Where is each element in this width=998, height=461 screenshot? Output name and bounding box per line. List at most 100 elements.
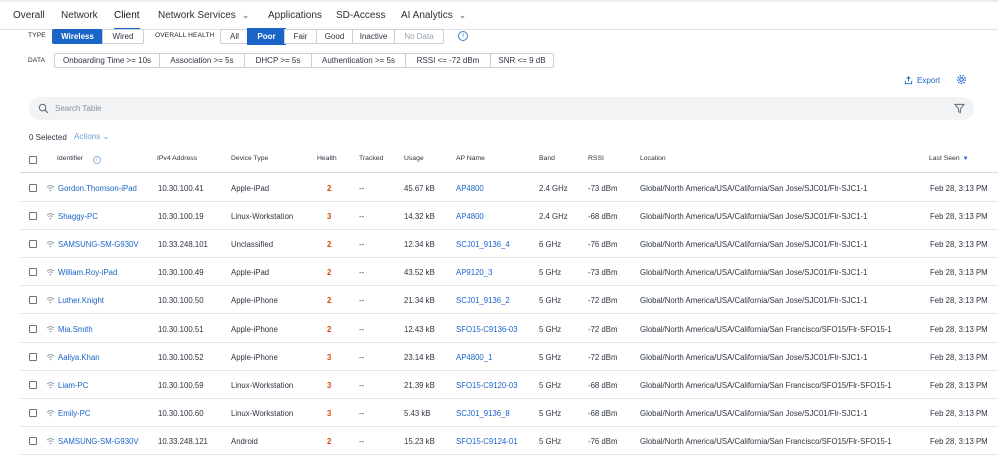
ap-name-link[interactable]: SCJ01_9136_2: [456, 296, 510, 306]
table-row[interactable]: Aaliya.Khan 10.30.100.52 Apple-iPhone 3 -- 23…: [0, 343, 998, 371]
row-checkbox[interactable]: [29, 240, 37, 249]
tab-client[interactable]: Client: [114, 10, 140, 30]
tab-overall[interactable]: Overall: [13, 10, 45, 21]
last-seen-cell: Feb 28, 3:13 PM: [930, 324, 988, 334]
table-row[interactable]: SAMSUNG-SM-G930V 10.33.248.121 Android 2 -- 1…: [0, 427, 998, 455]
health-fair-button[interactable]: Fair: [284, 29, 317, 44]
location-cell: Global/North America/USA/California/San …: [640, 324, 892, 334]
select-all-checkbox[interactable]: [29, 156, 37, 164]
ap-name-link[interactable]: AP4800: [456, 184, 484, 193]
health-poor-button[interactable]: Poor: [248, 29, 285, 44]
data-authentication-button[interactable]: Authentication >= 5s: [311, 53, 406, 68]
column-header-health[interactable]: Health: [317, 155, 337, 162]
identifier-link[interactable]: SAMSUNG-SM-G930V: [58, 436, 139, 446]
row-checkbox[interactable]: [29, 324, 37, 333]
row-checkbox[interactable]: [29, 408, 37, 417]
type-wireless-button[interactable]: Wireless: [52, 29, 103, 44]
selected-count: 0 Selected: [29, 133, 67, 142]
health-good-button[interactable]: Good: [316, 29, 353, 44]
health-all-button[interactable]: All: [220, 29, 249, 44]
column-header-location[interactable]: Location: [640, 155, 666, 162]
row-checkbox[interactable]: [29, 268, 37, 277]
data-onboarding-time-button[interactable]: Onboarding Time >= 10s: [54, 53, 160, 68]
table-row[interactable]: Shaggy-PC 10.30.100.19 Linux-Workstation 3 -…: [0, 202, 998, 231]
row-checkbox[interactable]: [29, 296, 37, 305]
info-icon[interactable]: i: [92, 156, 101, 164]
table-row[interactable]: Liam-PC 10.30.100.59 Linux-Workstation 3 -- 2…: [0, 371, 998, 399]
wifi-icon: [46, 213, 55, 220]
usage-cell: 15.23 kB: [404, 436, 435, 446]
chevron-down-icon: ⌄: [458, 10, 467, 20]
identifier-link[interactable]: Liam-PC: [58, 380, 89, 390]
usage-cell: 12.34 kB: [404, 240, 435, 250]
row-checkbox[interactable]: [29, 184, 37, 192]
data-association-button[interactable]: Association >= 5s: [159, 53, 245, 68]
actions-dropdown[interactable]: Actions ⌄: [74, 132, 109, 141]
wifi-icon: [46, 185, 55, 192]
row-checkbox[interactable]: [29, 380, 37, 389]
tab-applications[interactable]: Applications: [268, 10, 322, 21]
ap-name-link[interactable]: AP4800_1: [456, 352, 493, 362]
type-wired-button[interactable]: Wired: [102, 29, 144, 44]
identifier-link[interactable]: Shaggy-PC: [58, 212, 98, 222]
location-cell: Global/North America/USA/California/San …: [640, 436, 892, 446]
data-snr-button[interactable]: SNR <= 9 dB: [490, 53, 554, 68]
table-row[interactable]: SAMSUNG-SM-G930V 10.33.248.101 Unclassifie…: [0, 230, 998, 259]
ap-name-link[interactable]: SCJ01_9136_4: [456, 240, 510, 250]
column-header-tracked[interactable]: Tracked: [359, 155, 384, 162]
column-header-device-type[interactable]: Device Type: [231, 155, 269, 162]
identifier-link[interactable]: Gordon.Thomson-iPad: [58, 184, 137, 193]
column-header-band[interactable]: Band: [539, 155, 555, 162]
ap-name-link[interactable]: SFO15-C9120-03: [456, 380, 518, 390]
identifier-link[interactable]: William.Roy-iPad: [58, 268, 118, 278]
column-header-ipv4[interactable]: IPv4 Address: [157, 155, 198, 162]
info-icon[interactable]: i: [458, 31, 468, 41]
table-row[interactable]: William.Roy-iPad 10.30.100.49 Apple-iPad 2 -…: [0, 258, 998, 287]
identifier-link[interactable]: SAMSUNG-SM-G930V: [58, 240, 139, 250]
identifier-link[interactable]: Aaliya.Khan: [58, 352, 100, 362]
column-header-rssi[interactable]: RSSI: [588, 155, 604, 162]
row-divider: [20, 453, 998, 455]
row-checkbox[interactable]: [29, 212, 37, 221]
data-rssi-button[interactable]: RSSI <= -72 dBm: [405, 53, 491, 68]
band-cell: 2.4 GHz: [539, 184, 568, 193]
health-inactive-button[interactable]: Inactive: [352, 29, 395, 44]
rssi-cell: -72 dBm: [588, 296, 618, 306]
ap-name-link[interactable]: AP4800: [456, 212, 484, 222]
column-header-ap-name[interactable]: AP Name: [456, 155, 485, 162]
ap-name-link[interactable]: SFO15-C9136-03: [456, 324, 518, 334]
device-type-cell: Apple-iPad: [231, 268, 270, 278]
health-score: 2: [327, 240, 332, 250]
search-input[interactable]: [55, 101, 915, 116]
tab-sd-access[interactable]: SD-Access: [336, 10, 386, 21]
table-row[interactable]: Mia.Smith 10.30.100.51 Apple-iPhone 2 -- 12.4…: [0, 315, 998, 343]
wifi-icon: [46, 438, 55, 445]
table-row[interactable]: Luther.Knight 10.30.100.50 Apple-iPhone 2 --…: [0, 286, 998, 315]
tracked-cell: --: [359, 212, 365, 222]
tab-ai-analytics[interactable]: AI Analytics ⌄: [401, 10, 466, 30]
identifier-link[interactable]: Emily-PC: [58, 408, 91, 418]
row-checkbox[interactable]: [29, 352, 37, 361]
data-dhcp-button[interactable]: DHCP >= 5s: [244, 53, 312, 68]
column-header-usage[interactable]: Usage: [404, 155, 424, 162]
table-row[interactable]: Emily-PC 10.30.100.60 Linux-Workstation 3 --…: [0, 399, 998, 427]
device-type-cell: Apple-iPhone: [231, 296, 278, 306]
overall-health-label: OVERALL HEALTH: [155, 32, 215, 39]
row-checkbox[interactable]: [29, 436, 37, 445]
column-header-last-seen[interactable]: Last Seen ▼: [929, 155, 969, 162]
gear-icon[interactable]: [956, 74, 967, 85]
top-nav: Overall Network Client Network Services ⌄…: [0, 0, 998, 30]
ap-name-link[interactable]: AP9120_3: [456, 268, 493, 278]
health-no-data-button[interactable]: No Data: [394, 29, 444, 44]
export-button[interactable]: Export: [904, 76, 940, 85]
filter-icon[interactable]: [954, 103, 965, 114]
device-type-cell: Unclassified: [231, 240, 274, 250]
ap-name-link[interactable]: SCJ01_9136_8: [456, 408, 510, 418]
column-header-identifier[interactable]: Identifier i: [57, 155, 101, 164]
identifier-link[interactable]: Mia.Smith: [58, 324, 93, 334]
table-row[interactable]: Gordon.Thomson-iPad 10.30.100.41 Apple-iPa…: [0, 174, 998, 202]
ap-name-link[interactable]: SFO15-C9124-01: [456, 436, 518, 446]
identifier-link[interactable]: Luther.Knight: [58, 296, 104, 306]
tab-network-services[interactable]: Network Services ⌄: [158, 10, 249, 30]
tab-network[interactable]: Network: [61, 10, 98, 21]
